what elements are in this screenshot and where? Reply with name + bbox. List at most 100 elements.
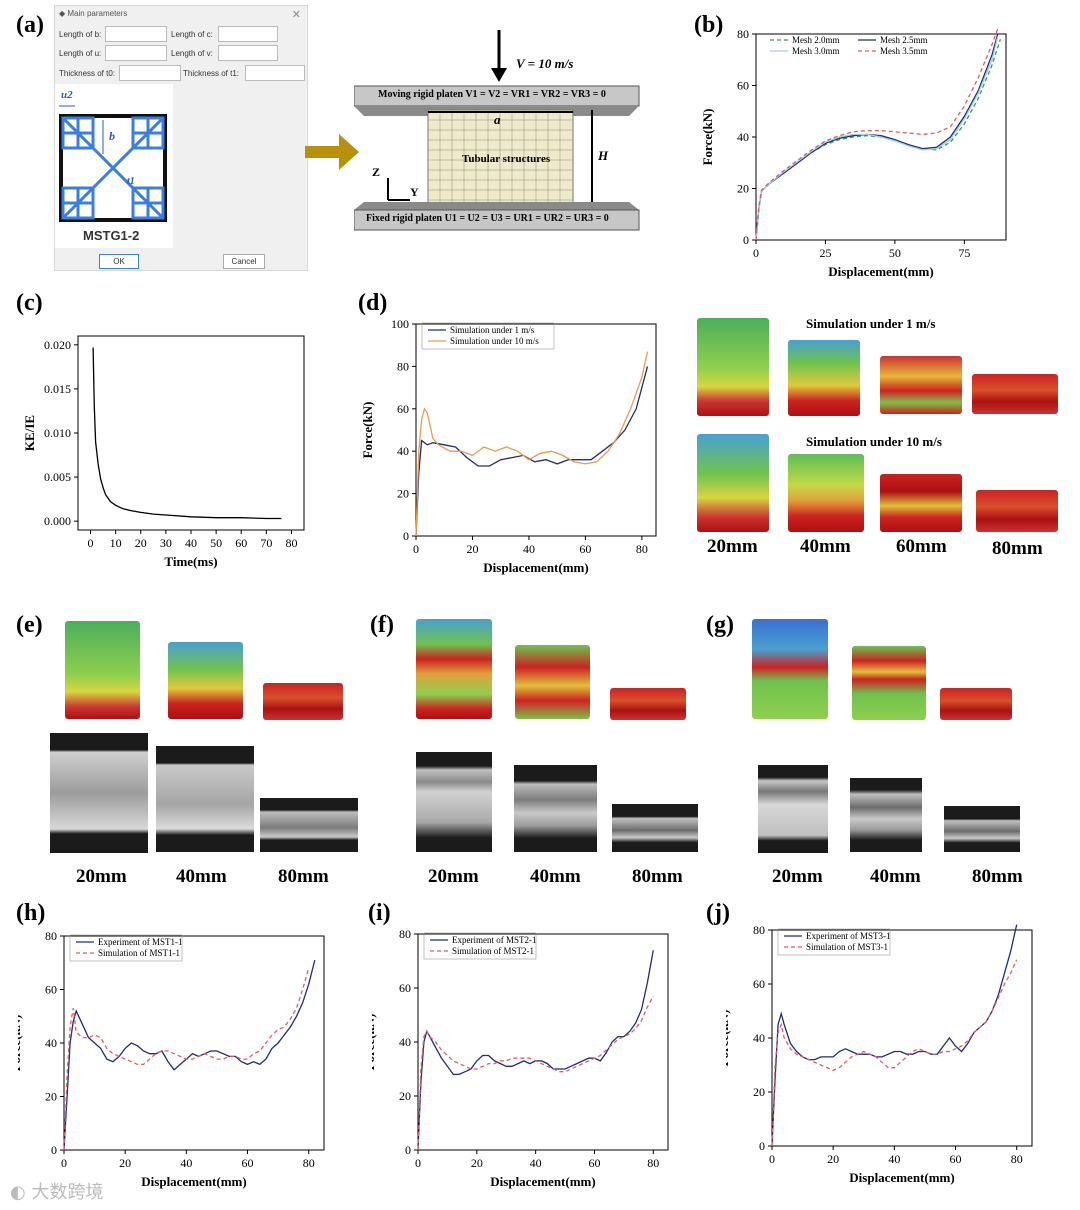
sim-10ms-40mm <box>788 454 864 532</box>
x-tick-label: 75 <box>958 246 970 260</box>
x-tick-label: 0 <box>769 1152 775 1166</box>
x-tick-label: 0 <box>415 1156 421 1170</box>
x-tick-label: 20 <box>471 1156 483 1170</box>
y-tick-label: 0 <box>51 1143 57 1157</box>
arrow-icon <box>305 134 359 170</box>
series-line <box>771 959 1018 1147</box>
sim-1ms-60mm <box>880 356 962 414</box>
d-label-20mm: 20mm <box>707 536 758 557</box>
chart-j: 0 20 40 60 80 0 20 40 60 80 Displacement(mm) Force(… <box>726 923 1033 1185</box>
y-tick-label: 60 <box>399 981 411 995</box>
watermark-logo-icon: ◐ <box>10 1182 26 1203</box>
y-tick-label: 100 <box>391 317 409 331</box>
f-sim-80mm <box>610 688 686 720</box>
field-label-t0: Thickness of t0: <box>59 69 116 78</box>
y-tick-label: 20 <box>737 182 749 196</box>
x-tick-label: 0 <box>753 246 759 260</box>
y-tick-label: 20 <box>397 487 409 501</box>
compression-setup: V = 10 m/s a Tubular structures H Z Y Mo… <box>353 30 644 235</box>
thickness-t0-input[interactable] <box>119 65 181 81</box>
y-axis-label: KE/IE <box>22 415 37 451</box>
x-tick-label: 40 <box>180 1156 192 1170</box>
length-c-input[interactable] <box>218 26 278 42</box>
x-axis-label: Time(ms) <box>164 554 217 569</box>
e-photo-80mm <box>260 798 358 852</box>
shape-preview: u2 b t1 MSTG1-2 <box>55 84 173 248</box>
legend-entry: Mesh 2.5mm <box>880 35 928 45</box>
y-tick-label: 60 <box>397 402 409 416</box>
g-label-20mm: 20mm <box>772 866 823 887</box>
length-v-input[interactable] <box>218 45 278 61</box>
x-tick-label: 80 <box>636 542 648 556</box>
f-photo-40mm <box>514 765 597 852</box>
sim-1ms-title: Simulation under 1 m/s <box>806 316 936 331</box>
ok-button[interactable]: OK <box>99 254 139 269</box>
e-label-20mm: 20mm <box>76 866 127 887</box>
length-b-input[interactable] <box>105 26 167 42</box>
x-tick-label: 80 <box>647 1156 659 1170</box>
sim-1ms-40mm <box>788 340 860 416</box>
legend-box <box>423 932 537 960</box>
sim-10ms-title: Simulation under 10 m/s <box>806 434 942 449</box>
x-tick-label: 0 <box>413 542 419 556</box>
x-tick-label: 80 <box>1011 1152 1023 1166</box>
x-tick-label: 0 <box>88 536 94 550</box>
main-parameters-dialog: ◆ Main parameters ✕ Length of b: Length … <box>54 5 308 271</box>
a-label: a <box>494 112 501 127</box>
panel-label-b: (b) <box>694 12 724 38</box>
g-sim-80mm <box>940 688 1012 720</box>
x-tick-label: 0 <box>61 1156 67 1170</box>
y-tick-label: 80 <box>737 27 749 41</box>
panel-label-c: (c) <box>16 290 43 316</box>
y-tick-label: 20 <box>399 1089 411 1103</box>
H-label: H <box>597 148 609 163</box>
x-tick-label: 30 <box>160 536 172 550</box>
series-line <box>63 967 310 1151</box>
legend-box <box>69 934 183 962</box>
sim-1ms-20mm <box>697 318 769 416</box>
x-tick-label: 20 <box>466 542 478 556</box>
y-tick-label: 60 <box>753 977 765 991</box>
length-u-input[interactable] <box>105 45 167 61</box>
plot-frame <box>77 335 305 531</box>
panel-label-j: (j) <box>706 900 730 926</box>
y-tick-label: 40 <box>753 1031 765 1045</box>
e-photo-20mm <box>50 733 148 853</box>
x-tick-label: 40 <box>530 1156 542 1170</box>
thickness-t1-input[interactable] <box>245 65 305 81</box>
x-axis-label: Displacement(mm) <box>483 560 588 575</box>
panel-label-g: (g) <box>706 612 734 638</box>
y-tick-label: 80 <box>397 359 409 373</box>
y-tick-label: 0 <box>403 529 409 543</box>
b-label: b <box>109 129 115 143</box>
f-label-40mm: 40mm <box>530 866 581 887</box>
sim-10ms-80mm <box>976 490 1058 532</box>
e-sim-20mm <box>65 621 140 719</box>
chart-d: 0 20 40 60 80 0 20 40 60 80 100 Displacement(mm) For… <box>360 317 657 575</box>
series-line <box>755 28 999 241</box>
mesh-grid <box>428 110 573 206</box>
cancel-button[interactable]: Cancel <box>223 254 265 269</box>
series-line <box>92 347 282 520</box>
field-label-t1: Thickness of t1: <box>183 69 240 78</box>
x-tick-label: 60 <box>588 1156 600 1170</box>
x-axis-label: Displacement(mm) <box>849 1170 954 1185</box>
sim-1ms-80mm <box>972 374 1058 414</box>
y-tick-label: 0.005 <box>44 470 71 484</box>
g-label-80mm: 80mm <box>972 866 1023 887</box>
e-label-40mm: 40mm <box>176 866 227 887</box>
legend-entry: Experiment of MST2-1 <box>452 935 537 945</box>
panel-label-d: (d) <box>358 290 388 316</box>
close-icon[interactable]: ✕ <box>291 9 301 21</box>
y-tick-label: 60 <box>737 79 749 93</box>
tube-label: Tubular structures <box>462 153 551 165</box>
y-axis-label: Force(kN) <box>372 1014 377 1071</box>
field-label-c: Length of c: <box>171 30 213 39</box>
x-axis-label: Displacement(mm) <box>828 264 933 279</box>
legend-entry: Simulation under 10 m/s <box>450 336 539 346</box>
y-tick-label: 40 <box>397 444 409 458</box>
series-line <box>771 924 1018 1147</box>
legend-entry: Mesh 3.5mm <box>880 46 928 56</box>
g-photo-20mm <box>758 765 828 853</box>
legend-entry: Experiment of MST1-1 <box>98 937 183 947</box>
